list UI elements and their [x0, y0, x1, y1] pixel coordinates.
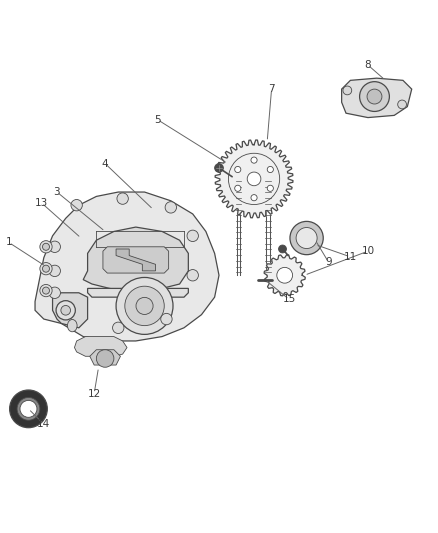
Circle shape	[235, 166, 241, 173]
Circle shape	[71, 199, 82, 211]
Circle shape	[367, 89, 382, 104]
Text: 4: 4	[102, 159, 109, 168]
Circle shape	[279, 245, 286, 253]
Circle shape	[187, 270, 198, 281]
Polygon shape	[116, 249, 155, 271]
Circle shape	[187, 230, 198, 241]
Circle shape	[277, 268, 293, 283]
Circle shape	[290, 221, 323, 255]
Circle shape	[96, 350, 114, 367]
Circle shape	[125, 286, 164, 326]
Text: 15: 15	[283, 294, 296, 304]
Circle shape	[42, 265, 49, 272]
Text: 14: 14	[37, 419, 50, 429]
Circle shape	[40, 285, 52, 297]
Polygon shape	[215, 140, 293, 218]
Circle shape	[398, 100, 406, 109]
Circle shape	[116, 278, 173, 334]
Polygon shape	[88, 288, 188, 297]
Circle shape	[267, 166, 273, 173]
Circle shape	[40, 263, 52, 275]
Polygon shape	[35, 192, 219, 341]
Circle shape	[343, 86, 352, 95]
Circle shape	[10, 390, 47, 427]
Circle shape	[42, 287, 49, 294]
Circle shape	[40, 241, 52, 253]
Text: 12: 12	[88, 389, 101, 399]
Circle shape	[56, 301, 75, 320]
Circle shape	[296, 228, 317, 248]
Text: 10: 10	[361, 246, 374, 256]
Text: 13: 13	[35, 198, 48, 208]
Circle shape	[165, 201, 177, 213]
Circle shape	[49, 241, 60, 253]
Circle shape	[235, 185, 241, 191]
Circle shape	[215, 164, 223, 172]
Text: 3: 3	[53, 187, 60, 197]
Circle shape	[251, 195, 257, 201]
Polygon shape	[103, 247, 169, 273]
Text: 8: 8	[364, 60, 371, 70]
Circle shape	[49, 265, 60, 277]
Text: 1: 1	[5, 237, 12, 247]
Ellipse shape	[67, 319, 77, 332]
Circle shape	[136, 297, 153, 314]
Circle shape	[20, 400, 37, 417]
Circle shape	[17, 398, 40, 420]
Polygon shape	[264, 255, 305, 296]
Polygon shape	[90, 350, 120, 365]
Polygon shape	[342, 78, 412, 118]
Polygon shape	[53, 293, 88, 328]
Circle shape	[42, 243, 49, 251]
Circle shape	[267, 185, 273, 191]
Text: 7: 7	[268, 84, 275, 94]
Circle shape	[117, 193, 128, 204]
Text: 5: 5	[154, 115, 161, 125]
Polygon shape	[83, 227, 188, 293]
Circle shape	[360, 82, 389, 111]
Circle shape	[113, 322, 124, 334]
Polygon shape	[74, 336, 127, 356]
Circle shape	[49, 287, 60, 298]
Circle shape	[251, 157, 257, 163]
Text: 11: 11	[344, 252, 357, 262]
Circle shape	[247, 172, 261, 185]
Circle shape	[161, 313, 172, 325]
Circle shape	[61, 305, 71, 315]
Text: 9: 9	[325, 257, 332, 267]
